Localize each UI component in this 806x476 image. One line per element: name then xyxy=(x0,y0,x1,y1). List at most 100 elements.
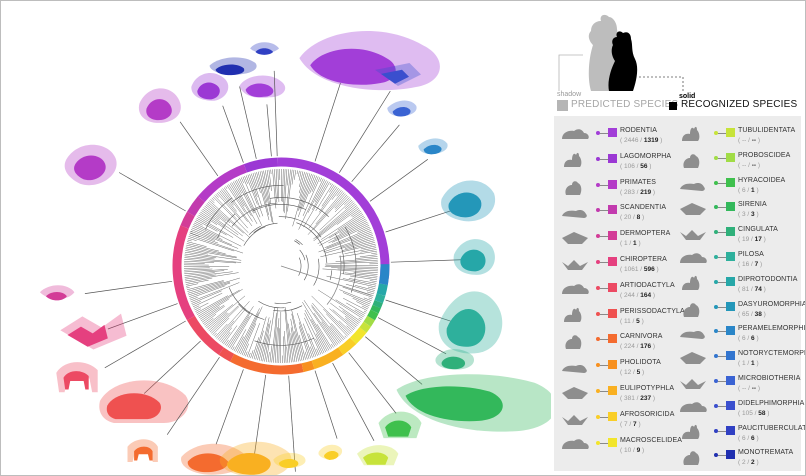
branch-tip xyxy=(308,333,318,356)
branch-tip xyxy=(337,214,364,231)
branch-tip xyxy=(323,308,350,336)
branch-tip xyxy=(297,170,300,177)
branch-tip xyxy=(346,302,366,314)
branch-tip xyxy=(210,199,215,204)
predicted-count: ( 2446 / xyxy=(620,137,644,144)
predicted-count: ( -- / xyxy=(738,137,752,144)
branch-tip xyxy=(333,221,368,240)
legend-dot xyxy=(596,389,600,393)
recognized-count: 74 xyxy=(754,285,762,293)
branch-tip xyxy=(208,312,229,331)
branch-tip xyxy=(185,277,213,283)
branch-tip xyxy=(197,289,243,317)
recognized-solid xyxy=(255,48,274,55)
legend-item-eulipotyphla: EULIPOTYPHLA ( 381 / 237 ) xyxy=(560,382,680,408)
legend-dot xyxy=(714,131,718,135)
branch-tip xyxy=(239,178,263,226)
predicted-count: ( 19 / xyxy=(738,236,755,244)
internal-branch xyxy=(228,287,265,320)
branch-tip xyxy=(229,316,250,349)
recognized-solid xyxy=(187,453,229,473)
order-name: MACROSCELIDEA xyxy=(620,436,682,444)
legend-connector xyxy=(718,182,726,184)
animal-silhouette-icon xyxy=(60,313,127,350)
callout-line xyxy=(239,86,257,159)
callout-line xyxy=(314,370,338,439)
predicted-count: ( 1 / xyxy=(620,240,634,248)
ring-segment-primates xyxy=(197,164,248,203)
branch-tip xyxy=(193,224,220,238)
order-name: PERISSODACTYLA xyxy=(620,307,685,315)
legend-swatch xyxy=(608,257,617,266)
recognized-count: 6 xyxy=(751,434,755,442)
branch-tip xyxy=(342,286,373,298)
legend-swatch xyxy=(726,376,735,385)
branch-tip xyxy=(331,267,379,270)
predicted-species-label: PREDICTED SPECIES xyxy=(571,99,679,110)
predicted-count: ( 1 / xyxy=(738,360,752,368)
branch-tip xyxy=(186,243,220,252)
branch-tip xyxy=(283,336,285,363)
kangaroo-icon xyxy=(682,275,700,290)
branch-tip xyxy=(336,208,360,225)
marsupial-mole-icon xyxy=(680,352,706,365)
branch-tip xyxy=(302,301,331,350)
branch-tip xyxy=(209,200,250,238)
monkey-icon xyxy=(565,180,582,195)
species-counts: ( -- / -- ) xyxy=(738,137,760,144)
order-name: EULIPOTYPHLA xyxy=(620,385,675,392)
branch-tip xyxy=(190,230,215,241)
legend-swatch xyxy=(726,351,735,361)
branch-tip xyxy=(227,314,250,348)
order-name: CARNIVORA xyxy=(620,333,663,341)
branch-tip xyxy=(298,171,302,181)
branch-tip xyxy=(344,315,358,326)
branch-tip xyxy=(245,175,258,205)
legend-item-paucituberculata: PAUCITUBERCULATA ( 6 / 6 ) xyxy=(678,422,805,448)
branch-tip xyxy=(205,304,234,327)
branch-tip xyxy=(234,180,242,194)
callout-line xyxy=(339,90,391,173)
predicted-count: ( 6 / xyxy=(738,186,752,194)
animal-silhouette-icon xyxy=(64,144,117,186)
callout-line xyxy=(288,375,296,472)
branch-tip xyxy=(331,188,341,200)
recognized-count: 9 xyxy=(636,446,641,454)
branch-tip xyxy=(298,334,306,360)
branch-tip xyxy=(189,232,200,237)
predicted-swatch xyxy=(557,100,568,111)
callout-line xyxy=(215,369,244,445)
branch-tip xyxy=(366,291,374,295)
legend-item-didelphimorphia: DIDELPHIMORPHIA ( 105 / 58 ) xyxy=(678,397,804,423)
branch-tip xyxy=(184,274,217,280)
branch-tip xyxy=(257,171,269,216)
predicted-count: ( 11 / xyxy=(620,317,637,325)
legend-connector xyxy=(718,232,726,234)
legend-dot xyxy=(714,255,718,259)
branch-tip xyxy=(276,318,280,363)
branch-tip xyxy=(315,205,357,239)
species-counts: ( 224 / 176 ) xyxy=(620,343,655,350)
species-counts: ( 283 / 219 ) xyxy=(620,189,655,196)
branch-tip xyxy=(184,268,213,271)
deer-icon xyxy=(562,284,589,294)
species-counts: ( 6 / 1 ) xyxy=(738,187,759,194)
order-name: PAUCITUBERCULATA xyxy=(738,424,806,432)
branch-tip xyxy=(243,343,249,356)
internal-branch xyxy=(295,239,303,246)
branch-tip xyxy=(351,233,373,242)
branch-tip xyxy=(193,305,200,309)
bear-icon xyxy=(558,14,684,92)
predicted-count: ( -- / xyxy=(738,385,752,392)
callout-line xyxy=(107,303,178,330)
fox-icon xyxy=(565,335,582,350)
branch-tip xyxy=(360,249,377,253)
branch-tip xyxy=(298,326,310,359)
callout-line xyxy=(348,352,397,414)
callout-line xyxy=(179,121,219,177)
predicted-count: ( 65 / xyxy=(738,310,755,318)
species-counts: ( 3 / 3 ) xyxy=(738,211,759,218)
branch-tip xyxy=(275,169,278,199)
branch-tip xyxy=(284,330,287,363)
recognized-count: 17 xyxy=(754,236,762,244)
